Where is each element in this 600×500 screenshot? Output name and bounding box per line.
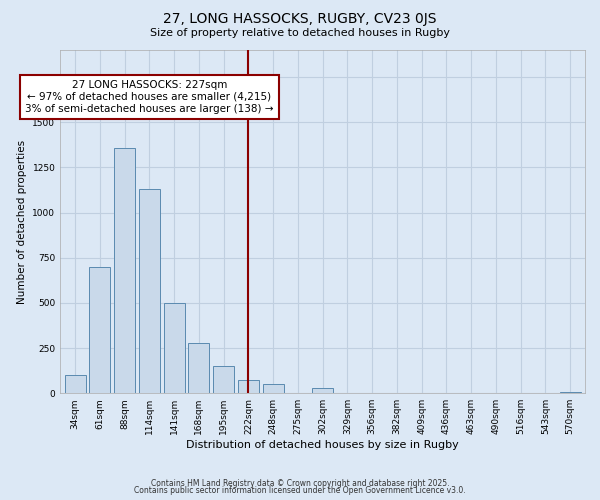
Bar [560, 392, 581, 393]
Bar [89, 267, 110, 393]
Bar [188, 342, 209, 393]
Bar [139, 189, 160, 393]
Text: 27, LONG HASSOCKS, RUGBY, CV23 0JS: 27, LONG HASSOCKS, RUGBY, CV23 0JS [163, 12, 437, 26]
Bar [312, 388, 333, 393]
Bar [114, 148, 135, 393]
Bar [263, 384, 284, 393]
Bar [213, 366, 234, 393]
Bar [238, 380, 259, 393]
X-axis label: Distribution of detached houses by size in Rugby: Distribution of detached houses by size … [186, 440, 459, 450]
Text: Contains public sector information licensed under the Open Government Licence v3: Contains public sector information licen… [134, 486, 466, 495]
Y-axis label: Number of detached properties: Number of detached properties [17, 140, 27, 304]
Text: Size of property relative to detached houses in Rugby: Size of property relative to detached ho… [150, 28, 450, 38]
Text: 27 LONG HASSOCKS: 227sqm
← 97% of detached houses are smaller (4,215)
3% of semi: 27 LONG HASSOCKS: 227sqm ← 97% of detach… [25, 80, 274, 114]
Bar [65, 375, 86, 393]
Text: Contains HM Land Registry data © Crown copyright and database right 2025.: Contains HM Land Registry data © Crown c… [151, 478, 449, 488]
Bar [164, 303, 185, 393]
